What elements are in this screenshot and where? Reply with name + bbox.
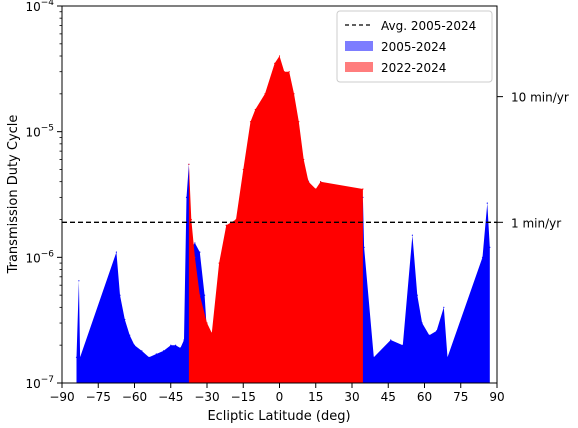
x-tick-label-11: 75: [453, 390, 468, 404]
series-2-point-6: [218, 262, 220, 264]
series-1-point-16: [185, 196, 188, 198]
series-2-point-14: [278, 55, 281, 57]
legend-swatch-1: [345, 41, 373, 51]
secondary-y-axis: 1 min/yr 10 min/yr: [497, 91, 569, 230]
series-1-point-4: [119, 294, 121, 296]
series-1-point-53: [486, 202, 488, 204]
series-1-point-19: [194, 242, 196, 244]
series-1-point-42: [373, 356, 375, 358]
legend-label-1: 2005-2024: [381, 40, 446, 54]
series-1-point-9: [148, 356, 150, 358]
series-2-point-18: [298, 121, 300, 123]
series-2-point-11: [254, 108, 256, 111]
series-2-point-17: [293, 93, 295, 95]
x-tick-label-8: 30: [344, 390, 359, 404]
x-tick-label-2: −60: [122, 390, 147, 404]
legend-box: [336, 10, 493, 83]
series-layer: [75, 55, 491, 384]
series-2-point-16: [288, 71, 290, 73]
x-tick-label-5: −15: [231, 390, 256, 404]
series-1-point-10: [155, 353, 157, 355]
x-tick-label-10: 60: [417, 390, 432, 404]
series-2-point-22: [320, 181, 322, 183]
series-1-point-21: [204, 294, 206, 296]
series-1-point-15: [183, 339, 185, 341]
series-1-point-20: [199, 251, 201, 253]
series-2-point-8: [235, 218, 237, 221]
x-tick-label-6: 0: [276, 390, 284, 404]
series-2-point-3: [199, 294, 201, 296]
x-axis-label: Ecliptic Latitude (deg): [207, 409, 350, 424]
series-2-point-1: [190, 218, 192, 221]
series-2-point-20: [307, 181, 310, 183]
series-2-point-2: [194, 256, 196, 258]
series-2-point-15: [283, 71, 285, 73]
x-tick-label-4: −30: [194, 390, 219, 404]
series-1-point-12: [170, 344, 172, 346]
x-tick-label-1: −75: [86, 390, 111, 404]
legend-swatch-2: [345, 62, 373, 72]
series-1-point-2: [79, 356, 81, 358]
series-2-point-4: [206, 322, 208, 324]
series-2-point-5: [211, 332, 213, 334]
x-tick-label-7: 15: [308, 390, 323, 404]
series-1-point-6: [129, 334, 131, 336]
series-2-point-9: [242, 168, 244, 171]
series-1-point-44: [402, 344, 404, 346]
series-1-point-46: [416, 294, 418, 296]
legend: Avg. 2005-2024 2005-2024 2022-2024: [336, 10, 493, 83]
series-1-point-45: [411, 234, 413, 236]
y-axis-label: Transmission Duty Cycle: [6, 115, 21, 275]
y-axis: 10−7 10−6 10−5 10−4: [25, 0, 62, 391]
series-2-point-13: [274, 62, 276, 64]
series-1-point-5: [124, 318, 126, 321]
y-tick-label-0: 10−7: [25, 375, 54, 391]
series-2-point-10: [249, 121, 252, 123]
series-2-point-7: [225, 224, 227, 226]
legend-label-2: 2022-2024: [381, 61, 446, 75]
series-1-point-8: [141, 350, 143, 352]
series-1-point-13: [175, 344, 177, 346]
secondary-y-tick-label-0: 1 min/yr: [511, 216, 561, 230]
series-1-point-11: [162, 350, 165, 352]
series-1-point-14: [179, 347, 181, 349]
series-1-point-0: [75, 356, 78, 358]
secondary-y-tick-label-1: 10 min/yr: [511, 91, 569, 105]
series-1-point-41: [363, 246, 365, 248]
series-2-point-19: [303, 158, 305, 161]
x-tick-label-12: 90: [489, 390, 504, 404]
series-1-point-3: [115, 251, 117, 253]
legend-label-0: Avg. 2005-2024: [381, 19, 476, 33]
series-1-point-49: [436, 330, 438, 332]
x-tick-label-0: −90: [49, 390, 74, 404]
series-1-point-54: [489, 246, 491, 248]
y-tick-label-3: 10−4: [25, 0, 54, 14]
series-1-point-51: [446, 356, 449, 358]
series-2-point-12: [264, 93, 266, 95]
series-2-point-0: [188, 163, 190, 165]
series-area-2: [188, 56, 363, 383]
series-2-point-21: [315, 188, 317, 190]
series-1-point-47: [421, 322, 423, 324]
x-tick-label-3: −45: [158, 390, 183, 404]
series-1-point-52: [481, 256, 484, 258]
series-1-point-50: [443, 306, 445, 308]
series-2-point-23: [362, 188, 364, 190]
y-tick-label-1: 10−6: [25, 249, 54, 265]
series-1-point-48: [428, 334, 430, 336]
x-tick-label-9: 45: [381, 390, 396, 404]
y-tick-label-2: 10−5: [25, 124, 54, 140]
series-1-point-7: [133, 344, 136, 346]
series-1-point-1: [78, 280, 80, 282]
series-1-point-43: [390, 339, 392, 341]
x-axis: −90 −75 −60 −45 −30 −15 0 15 30 45 60 75 90: [49, 383, 505, 404]
